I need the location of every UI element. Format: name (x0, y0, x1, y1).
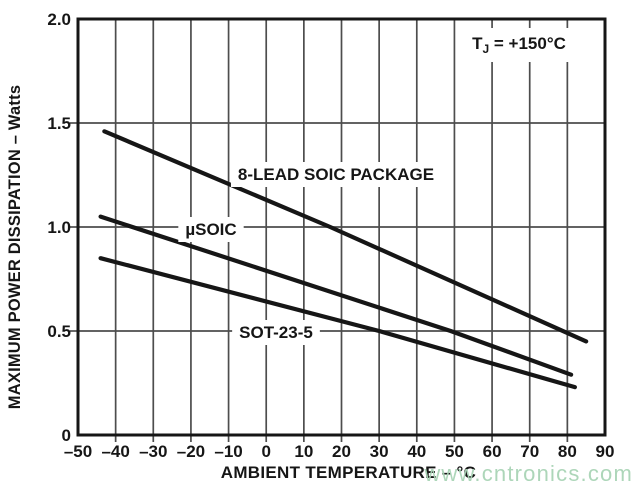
watermark-text: www.cntronics.com (423, 461, 633, 486)
x-tick-label: 10 (294, 442, 313, 461)
x-tick-label: 90 (596, 442, 615, 461)
x-tick-label: –20 (177, 442, 205, 461)
x-tick-label: 50 (445, 442, 464, 461)
junction-temperature-annotation: TJ = +150°C (472, 34, 566, 56)
y-tick-label: 1.5 (47, 114, 71, 133)
label-mask (230, 162, 442, 187)
y-tick-label: 1.0 (47, 218, 71, 237)
y-tick-label: 2.0 (47, 10, 71, 29)
x-axis-title: AMBIENT TEMPERATURE – °C (221, 463, 476, 482)
y-axis-title: MAXIMUM POWER DISSIPATION – Watts (6, 85, 24, 409)
x-tick-label: 0 (261, 442, 270, 461)
x-tick-label: 30 (370, 442, 389, 461)
x-tick-label: –30 (139, 442, 167, 461)
series-line-soic (98, 214, 574, 377)
series-label-sot-23-5: SOT-23-5 (239, 323, 313, 342)
series-line-sot-23-5 (98, 256, 577, 390)
x-tick-label: –10 (214, 442, 242, 461)
x-tick-label: 20 (332, 442, 351, 461)
series-label-soic: µSOIC (185, 220, 236, 239)
x-tick-label: –50 (64, 442, 92, 461)
label-mask (178, 217, 244, 242)
x-tick-label: 40 (407, 442, 426, 461)
y-tick-label: 0.5 (47, 322, 71, 341)
y-tick-label: 0 (62, 426, 71, 445)
plot-frame (76, 17, 607, 437)
x-tick-label: 80 (558, 442, 577, 461)
label-mask (460, 28, 578, 62)
series-line-8-lead-soic-package (102, 129, 589, 344)
x-tick-label: 60 (483, 442, 502, 461)
label-mask (232, 320, 320, 345)
x-tick-label: 70 (520, 442, 539, 461)
series-label-8-lead-soic-package: 8-LEAD SOIC PACKAGE (238, 165, 434, 184)
x-tick-label: –40 (101, 442, 129, 461)
